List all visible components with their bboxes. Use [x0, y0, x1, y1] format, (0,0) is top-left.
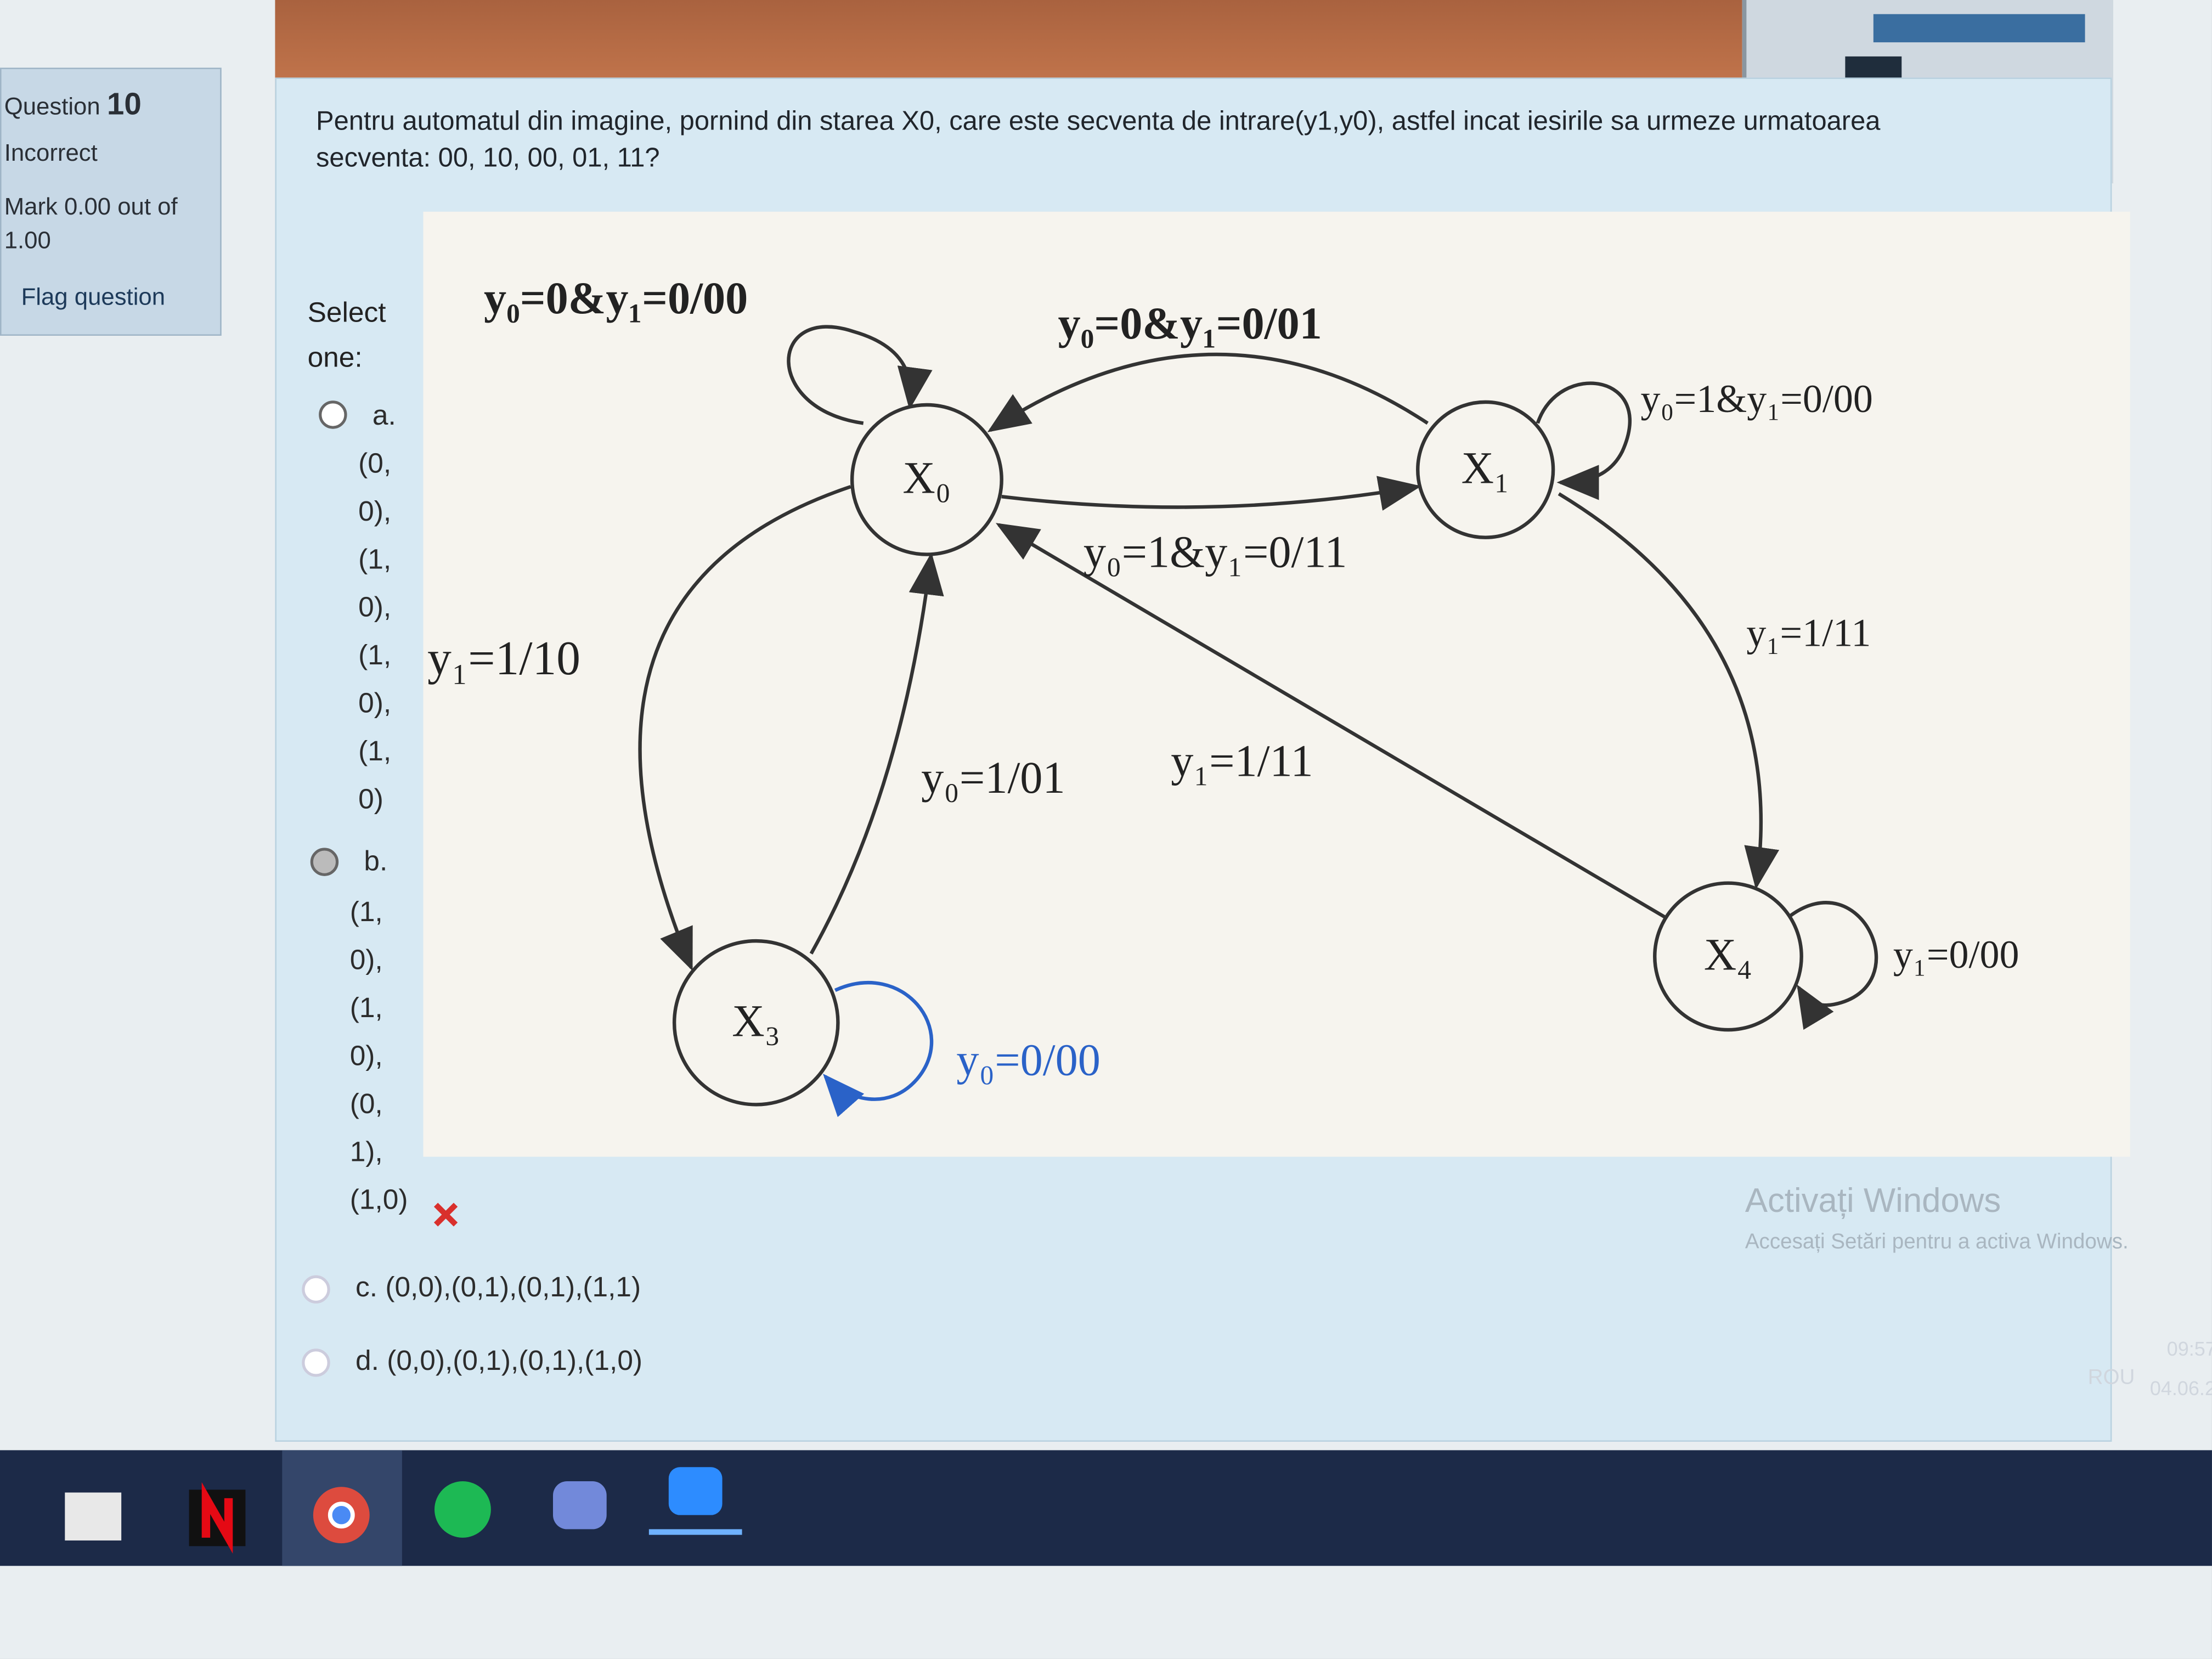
edge	[638, 485, 851, 971]
edge-label: y₁=1/10	[427, 631, 580, 685]
edge	[1536, 381, 1632, 500]
edge	[787, 325, 933, 425]
option-text: (0,0),(0,1),(0,1),(1,1)	[385, 1272, 641, 1304]
node	[1653, 881, 1803, 1032]
discord-icon[interactable]	[552, 1481, 607, 1530]
question-number: 10	[106, 86, 142, 122]
radio-b[interactable]	[310, 848, 339, 876]
node	[672, 939, 840, 1107]
option-text: (0,0),(0,1),(0,1),(1,0)	[387, 1346, 643, 1377]
node	[1416, 400, 1555, 539]
option-text: (0, 0), (1, 0), (1, 0), (1, 0)	[358, 448, 392, 816]
edge	[996, 523, 1666, 919]
node	[850, 403, 1003, 556]
edge-label: y₁=0/00	[1893, 933, 2019, 977]
edge-label: y₀=1/01	[921, 753, 1065, 803]
edge-label: y₀=1&y₁=0/11	[1084, 527, 1347, 577]
question-heading: Question 10	[4, 86, 142, 123]
language[interactable]: ROU	[2087, 1365, 2135, 1390]
edge	[823, 981, 934, 1118]
option-letter: b.	[364, 846, 388, 878]
edge-label: y₁=1/11	[1746, 611, 1871, 655]
spotify-icon[interactable]	[434, 1481, 491, 1538]
watermark-title: Activați Windows	[1745, 1182, 2001, 1221]
radio-a[interactable]	[319, 400, 347, 429]
edge	[987, 352, 1429, 432]
store-icon[interactable]	[65, 1492, 122, 1541]
option-d: d. (0,0),(0,1),(0,1),(1,0)	[356, 1338, 920, 1385]
prompt: Select one:	[307, 297, 386, 374]
zoom-icon[interactable]	[668, 1467, 723, 1515]
option-text: (1, 0), (1, 0), (0, 1), (1,0)	[349, 897, 408, 1216]
edge-label: y₀=0&y₁=0/00	[484, 273, 748, 323]
clock-time[interactable]: 09:57	[2166, 1337, 2212, 1360]
node-label: X₃	[732, 996, 780, 1046]
taskbar-icons	[65, 1467, 742, 1554]
watermark-subtitle: Accesați Setări pentru a activa Windows.	[1745, 1230, 2129, 1254]
edge	[809, 552, 944, 955]
mark: Mark 0.00 out of 1.00	[4, 193, 178, 254]
node-label: X₄	[1704, 929, 1752, 979]
edge	[1787, 901, 1878, 1030]
edge-label: y₀=0&y₁=0/01	[1058, 298, 1322, 348]
radio-d[interactable]	[302, 1348, 330, 1377]
incorrect-icon	[433, 1203, 458, 1227]
flag-question[interactable]: Flag question	[21, 283, 166, 311]
option-letter: d.	[355, 1346, 379, 1377]
option-letter: c.	[355, 1272, 378, 1304]
activation-watermark: Activați Windows Accesați Setări pentru …	[1745, 1182, 2129, 1254]
clock-date[interactable]: 04.06.2	[2149, 1376, 2212, 1400]
status: Incorrect	[4, 139, 98, 167]
node-label: X₀	[902, 453, 951, 503]
option-letter: a.	[372, 400, 396, 432]
radio-c[interactable]	[302, 1275, 330, 1304]
taskbar: ROU 09:57 04.06.2	[0, 1338, 2212, 1566]
edge-label: y₀=0/00	[956, 1035, 1100, 1085]
state-diagram: X₀ X₁ X₃ X₄ y₀=0&y₁=0/00 y₀=0&y₁=0/01 y₀…	[423, 211, 2130, 1157]
edge	[1001, 476, 1421, 511]
edge	[1558, 492, 1780, 890]
edge-label: y₁=1/11	[1171, 736, 1313, 786]
option-c: c. (0,0),(0,1),(0,1),(1,1)	[356, 1264, 920, 1312]
question-text: Pentru automatul din imagine, pornind di…	[315, 107, 1881, 174]
node-label: X₁	[1462, 443, 1510, 493]
question-label: Question	[4, 93, 100, 120]
question-info: Question 10 Incorrect Mark 0.00 out of 1…	[0, 67, 222, 336]
edge-label: y₀=1&y₁=0/00	[1641, 377, 1873, 421]
